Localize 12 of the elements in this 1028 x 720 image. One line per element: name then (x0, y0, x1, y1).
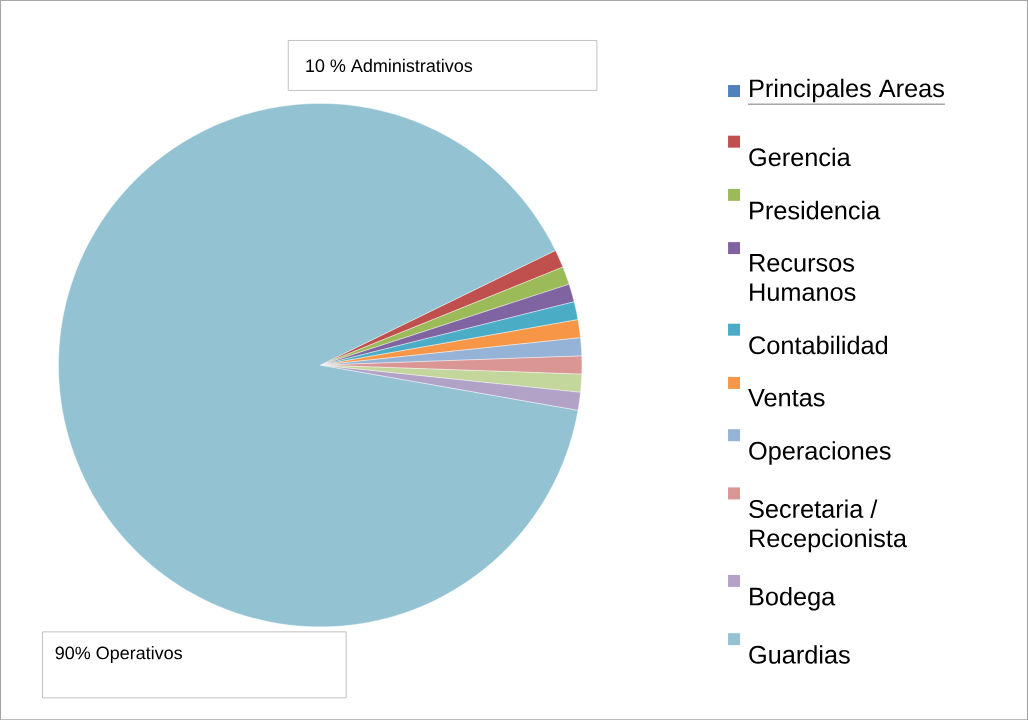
category-label: Principales Areas (750, 78, 944, 103)
legend-label: Contabilidad (749, 335, 888, 355)
legend-label: Ventas (748, 388, 825, 407)
legend-label: Guardias (749, 644, 850, 664)
text: 10 % Administrativos (306, 58, 473, 72)
text: 90% Operativos (55, 645, 182, 663)
legend-label: Operaciones (749, 441, 891, 465)
legend-label: Secretaria / Recepcionista (749, 499, 907, 553)
legend-label: Recursos Humanos (750, 253, 856, 301)
legend-label: Gerencia (749, 147, 851, 167)
legend-label: Bodega (750, 586, 836, 611)
legend-label: Presidencia (750, 200, 881, 220)
